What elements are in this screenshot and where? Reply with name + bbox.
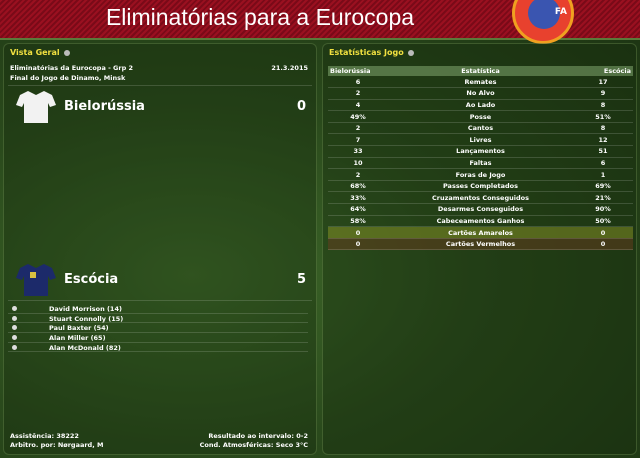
table-row: 4 Ao Lado 8 — [328, 99, 633, 112]
stat-name: Cartões Amarelos — [388, 226, 573, 239]
home-shirt-icon — [16, 91, 56, 123]
home-score: 0 — [296, 99, 306, 114]
home-value: 4 — [328, 99, 388, 112]
stat-name: Cantos — [388, 122, 573, 135]
page-title: Eliminatórias para a Eurocopa — [105, 4, 415, 30]
weather: Cond. Atmosféricas: Seco 3°C — [199, 441, 308, 449]
stats-title: Estatísticas Jogo — [329, 48, 414, 57]
away-score: 5 — [296, 272, 306, 287]
away-value: 12 — [573, 133, 633, 147]
list-item: David Morrison (14) — [8, 304, 308, 314]
halftime-result: Resultado ao intervalo: 0-2 — [208, 432, 308, 440]
stats-title-label: Estatísticas Jogo — [329, 48, 404, 57]
stat-name: Remates — [388, 76, 573, 89]
away-value: 51% — [573, 110, 633, 123]
match-date: 21.3.2015 — [271, 64, 308, 72]
away-value: 6 — [573, 157, 633, 170]
stat-name: Foras de Jogo — [388, 168, 573, 181]
home-value: 0 — [328, 226, 388, 239]
home-value: 7 — [328, 133, 388, 147]
list-item: Alan McDonald (82) — [8, 343, 308, 353]
list-item: Stuart Connolly (15) — [8, 314, 308, 324]
stats-table: Bielorússia Estatística Escócia 6 Remates… — [328, 66, 633, 251]
col-away: Escócia — [573, 66, 633, 76]
table-row: 33 Lançamentos 51 — [328, 145, 633, 158]
table-row: 64% Desarmes Conseguidos 90% — [328, 203, 633, 216]
list-item: Alan Miller (65) — [8, 333, 308, 343]
stat-name: No Alvo — [388, 87, 573, 100]
overview-panel: Vista Geral Eliminatórias da Eurocopa - … — [3, 43, 317, 455]
table-row: 2 Cantos 8 — [328, 122, 633, 135]
away-value: 9 — [573, 87, 633, 100]
table-row: 68% Passes Completados 69% — [328, 180, 633, 193]
stat-name: Livres — [388, 133, 573, 147]
away-value: 0 — [573, 238, 633, 251]
table-row: 0 Cartões Amarelos 0 — [328, 226, 633, 239]
attendance: Assistência: 38222 — [10, 432, 79, 440]
home-value: 64% — [328, 203, 388, 216]
home-value: 68% — [328, 180, 388, 193]
away-value: 1 — [573, 168, 633, 181]
away-team-name: Escócia — [64, 272, 119, 287]
uefa-logo: FA — [512, 0, 574, 44]
stat-name: Passes Completados — [388, 180, 573, 193]
away-value: 0 — [573, 226, 633, 239]
info-icon[interactable] — [63, 49, 70, 56]
home-value: 2 — [328, 168, 388, 181]
away-value: 90% — [573, 203, 633, 216]
stat-name: Faltas — [388, 157, 573, 170]
referee: Arbitro. por: Nørgaard, M — [10, 441, 104, 449]
home-value: 6 — [328, 76, 388, 89]
away-value: 17 — [573, 76, 633, 89]
away-value: 51 — [573, 145, 633, 158]
home-value: 2 — [328, 87, 388, 100]
scorers-list: David Morrison (14) Stuart Connolly (15)… — [8, 304, 308, 353]
home-value: 33% — [328, 191, 388, 205]
away-value: 8 — [573, 122, 633, 135]
home-value: 33 — [328, 145, 388, 158]
ball-icon — [12, 306, 17, 311]
table-row: 7 Livres 12 — [328, 133, 633, 147]
ball-icon — [12, 335, 17, 341]
header: Eliminatórias para a Eurocopa FA — [0, 0, 640, 44]
stat-name: Ao Lado — [388, 99, 573, 112]
stat-name: Cartões Vermelhos — [388, 238, 573, 251]
table-row: 2 No Alvo 9 — [328, 87, 633, 100]
col-stat: Estatística — [388, 66, 573, 76]
home-value: 10 — [328, 157, 388, 170]
home-value: 58% — [328, 215, 388, 228]
ball-icon — [12, 344, 17, 350]
home-value: 2 — [328, 122, 388, 135]
table-row: 2 Foras de Jogo 1 — [328, 168, 633, 181]
table-row: 0 Cartões Vermelhos 0 — [328, 238, 633, 251]
table-row: 6 Remates 17 — [328, 76, 633, 89]
away-value: 21% — [573, 191, 633, 205]
stat-name: Lançamentos — [388, 145, 573, 158]
venue: Final do Jogo de Dinamo, Minsk — [10, 74, 126, 82]
home-value: 0 — [328, 238, 388, 251]
table-row: 33% Cruzamentos Conseguidos 21% — [328, 191, 633, 205]
away-shirt-icon — [16, 264, 56, 296]
home-team-name: Bielorússia — [64, 99, 145, 114]
ball-icon — [12, 325, 17, 331]
stats-panel: Estatísticas Jogo Bielorússia Estatístic… — [322, 43, 637, 455]
away-value: 50% — [573, 215, 633, 228]
home-value: 49% — [328, 110, 388, 123]
list-item: Paul Baxter (54) — [8, 323, 308, 334]
table-row: 10 Faltas 6 — [328, 157, 633, 170]
info-icon[interactable] — [407, 49, 414, 56]
stat-name: Posse — [388, 110, 573, 123]
table-row: 58% Cabeceamentos Ganhos 50% — [328, 215, 633, 228]
overview-title-label: Vista Geral — [10, 48, 60, 57]
ball-icon — [12, 315, 17, 321]
overview-title: Vista Geral — [10, 48, 70, 57]
table-row: 49% Posse 51% — [328, 110, 633, 123]
col-home: Bielorússia — [328, 66, 388, 76]
stat-name: Desarmes Conseguidos — [388, 203, 573, 216]
competition: Eliminatórias da Eurocopa - Grp 2 — [10, 64, 134, 72]
away-value: 8 — [573, 99, 633, 112]
stat-name: Cabeceamentos Ganhos — [388, 215, 573, 228]
away-value: 69% — [573, 180, 633, 193]
stat-name: Cruzamentos Conseguidos — [388, 191, 573, 205]
